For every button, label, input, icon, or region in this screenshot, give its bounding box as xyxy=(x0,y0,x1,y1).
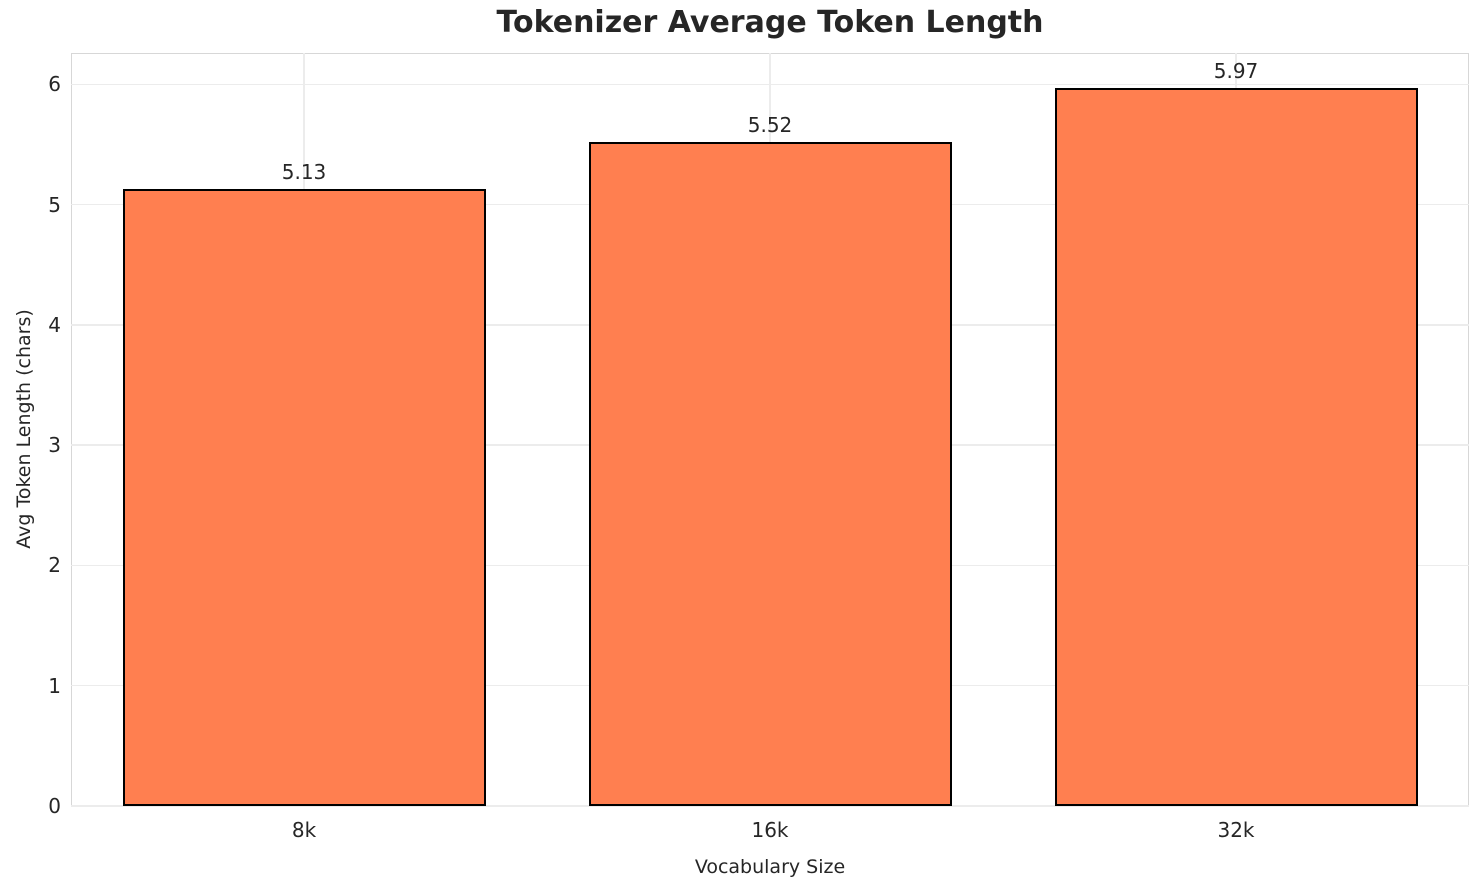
bar-value-label: 5.52 xyxy=(747,113,793,137)
bar-32k xyxy=(1055,87,1418,806)
x-axis-label: Vocabulary Size xyxy=(694,856,846,878)
y-tick-label: 3 xyxy=(48,433,61,458)
y-tick-label: 0 xyxy=(48,794,61,818)
y-tick-label: 6 xyxy=(48,72,61,97)
y-tick-label: 4 xyxy=(48,312,61,337)
chart-title: Tokenizer Average Token Length xyxy=(496,5,1044,40)
x-tick-label: 16k xyxy=(751,818,789,842)
y-axis-label: Avg Token Length (chars) xyxy=(13,309,35,549)
x-tick-label: 32k xyxy=(1217,818,1255,842)
y-tick-label: 1 xyxy=(48,673,61,698)
bar-8k xyxy=(123,188,486,806)
y-tick-label: 2 xyxy=(48,553,61,578)
x-tick-label: 8k xyxy=(291,818,317,842)
gridline-horizontal xyxy=(71,805,1469,807)
bar-16k xyxy=(589,142,952,806)
bar-value-label: 5.97 xyxy=(1213,58,1259,83)
y-tick-label: 5 xyxy=(48,192,61,217)
bar-value-label: 5.13 xyxy=(281,159,327,184)
